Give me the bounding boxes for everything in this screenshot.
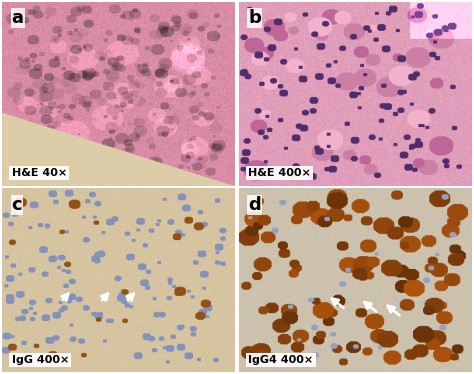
Text: b: b: [248, 9, 261, 27]
Text: IgG 400×: IgG 400×: [12, 355, 69, 365]
Text: IgG4 400×: IgG4 400×: [248, 355, 313, 365]
Text: c: c: [12, 196, 22, 214]
Text: H&E 400×: H&E 400×: [248, 168, 311, 178]
Text: d: d: [248, 196, 261, 214]
Text: a: a: [12, 9, 24, 27]
Text: H&E 40×: H&E 40×: [12, 168, 67, 178]
